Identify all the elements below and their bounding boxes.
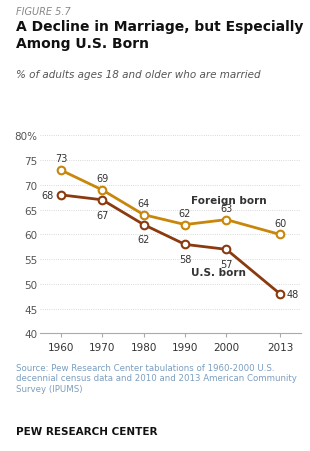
Text: Foreign born: Foreign born bbox=[191, 195, 267, 205]
Text: 73: 73 bbox=[55, 154, 67, 164]
Text: % of adults ages 18 and older who are married: % of adults ages 18 and older who are ma… bbox=[16, 70, 260, 80]
Text: 68: 68 bbox=[42, 190, 54, 200]
Text: PEW RESEARCH CENTER: PEW RESEARCH CENTER bbox=[16, 426, 157, 436]
Text: 62: 62 bbox=[179, 208, 191, 218]
Text: U.S. born: U.S. born bbox=[191, 267, 246, 277]
Text: FIGURE 5.7: FIGURE 5.7 bbox=[16, 7, 70, 17]
Text: 62: 62 bbox=[137, 235, 150, 245]
Text: 67: 67 bbox=[96, 210, 108, 220]
Text: 64: 64 bbox=[138, 198, 150, 208]
Text: 57: 57 bbox=[220, 259, 232, 269]
Text: 69: 69 bbox=[96, 174, 108, 184]
Text: 60: 60 bbox=[274, 218, 286, 228]
Text: A Decline in Marriage, but Especially
Among U.S. Born: A Decline in Marriage, but Especially Am… bbox=[16, 20, 303, 51]
Text: Source: Pew Research Center tabulations of 1960-2000 U.S.
decennial census data : Source: Pew Research Center tabulations … bbox=[16, 363, 296, 393]
Text: 58: 58 bbox=[179, 254, 191, 264]
Text: 48: 48 bbox=[287, 289, 299, 299]
Text: 63: 63 bbox=[220, 203, 232, 213]
